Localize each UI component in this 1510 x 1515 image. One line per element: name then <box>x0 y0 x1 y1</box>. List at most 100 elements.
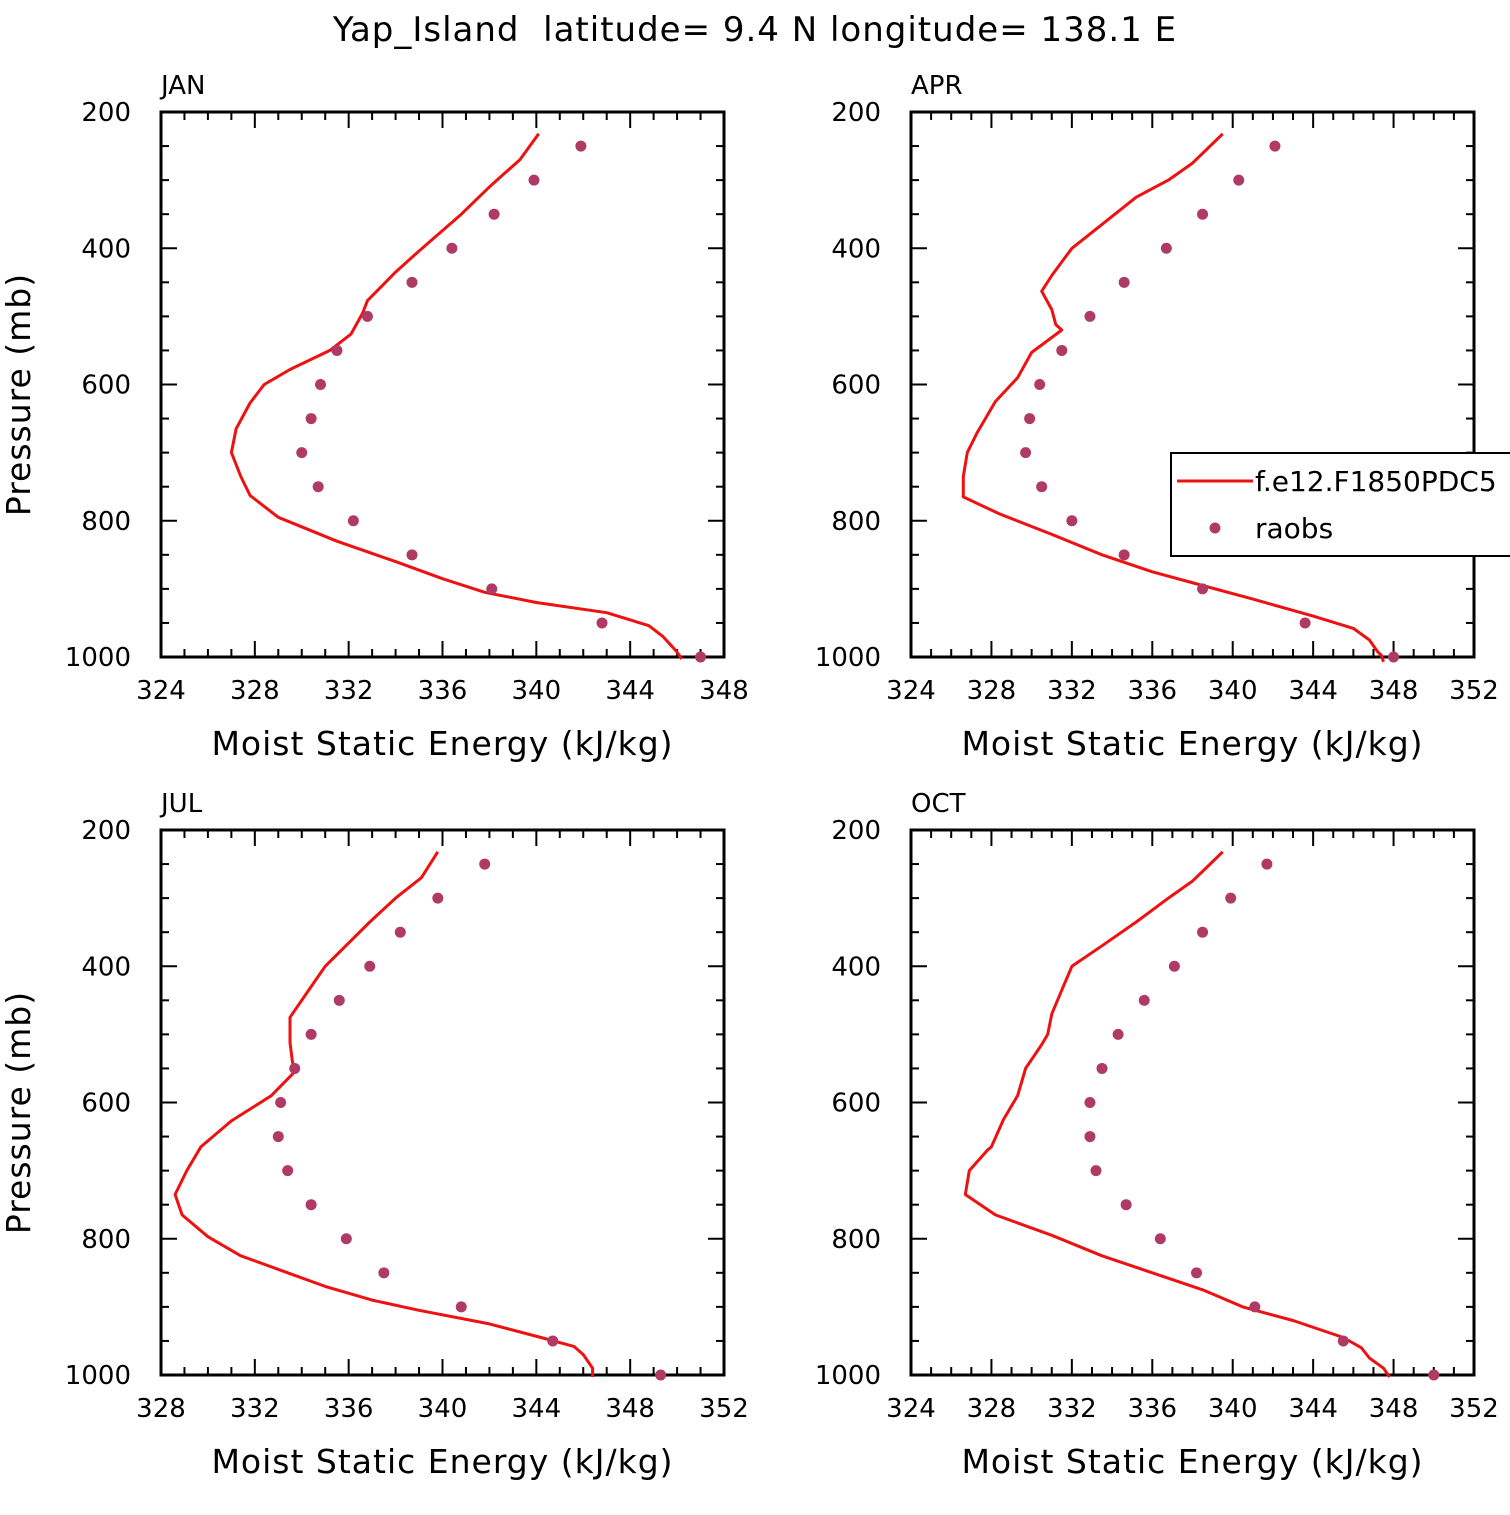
panel-label: APR <box>911 71 963 101</box>
raobs-point <box>655 1369 667 1381</box>
y-tick-label: 600 <box>831 1089 881 1119</box>
y-tick-label: 200 <box>81 98 131 128</box>
x-tick-label: 348 <box>699 676 749 706</box>
raobs-point <box>1154 1233 1166 1245</box>
x-tick-label: 344 <box>1288 676 1338 706</box>
raobs-point <box>575 140 587 152</box>
y-tick-label: 800 <box>81 507 131 537</box>
y-tick-label: 200 <box>81 816 131 846</box>
raobs-point <box>406 276 418 288</box>
raobs-point <box>1261 858 1273 870</box>
y-tick-label: 200 <box>831 816 881 846</box>
raobs-point <box>1112 1028 1124 1040</box>
plot-frame <box>909 828 1476 1377</box>
raobs-point <box>1160 242 1172 254</box>
raobs-point <box>1034 379 1046 390</box>
raobs-point <box>486 583 498 595</box>
raobs-point <box>282 1165 294 1177</box>
y-tick-label: 600 <box>81 1089 131 1119</box>
raobs-point <box>1118 549 1130 561</box>
panel-label: OCT <box>911 789 966 819</box>
plot-frame <box>159 110 726 659</box>
raobs-point <box>1337 1335 1349 1347</box>
raobs-point <box>446 242 458 254</box>
raobs-point <box>312 481 324 493</box>
x-tick-label: 324 <box>136 676 186 706</box>
raobs-point <box>305 413 317 425</box>
x-tick-label: 340 <box>512 676 562 706</box>
x-tick-label: 332 <box>324 676 374 706</box>
y-tick-label: 800 <box>831 507 881 537</box>
chart-panel-apr: 324 328 332 336 340 344 348 352 200 400 600 800 1000… <box>815 71 1510 763</box>
raobs-point <box>488 208 500 220</box>
raobs-point <box>361 310 373 322</box>
raobs-point <box>596 617 608 629</box>
x-tick-label: 340 <box>418 1394 468 1424</box>
raobs-point <box>1197 926 1209 938</box>
raobs-point <box>1084 1097 1096 1108</box>
x-tick-label: 344 <box>512 1394 562 1424</box>
raobs-point <box>272 1131 284 1143</box>
y-tick-label: 1000 <box>815 1361 881 1391</box>
y-axis-label: Pressure (mb) <box>0 991 38 1234</box>
model-series-line <box>229 132 684 660</box>
y-tick-label: 400 <box>831 234 881 264</box>
plot-frame <box>909 110 1476 659</box>
raobs-point <box>305 1199 317 1211</box>
raobs-point <box>1269 140 1281 152</box>
x-tick-label: 328 <box>967 1394 1017 1424</box>
x-tick-label: 352 <box>1449 1394 1499 1424</box>
x-axis-label: Moist Static Energy (kJ/kg) <box>961 1442 1423 1481</box>
y-tick-label: 600 <box>831 371 881 401</box>
raobs-point <box>1024 413 1036 425</box>
y-tick-label: 1000 <box>65 1361 131 1391</box>
raobs-point <box>528 174 540 186</box>
chart-panel-jul: 328 332 336 340 344 348 352 200 400 600 800 1000 JUL… <box>0 789 749 1481</box>
x-tick-label: 340 <box>1208 676 1258 706</box>
raobs-point <box>1118 276 1130 288</box>
model-series-line <box>173 850 595 1377</box>
y-tick-label: 400 <box>81 234 131 264</box>
raobs-point <box>479 858 491 870</box>
raobs-point <box>1120 1199 1132 1211</box>
y-tick-label: 800 <box>831 1225 881 1255</box>
x-tick-label: 336 <box>1127 1394 1177 1424</box>
raobs-point <box>1096 1062 1108 1074</box>
model-series-line <box>963 850 1391 1378</box>
raobs-point <box>364 960 376 972</box>
x-tick-label: 348 <box>1369 1394 1419 1424</box>
raobs-point <box>315 379 327 390</box>
raobs-point <box>305 1028 317 1040</box>
legend-dot-swatch <box>1209 522 1221 534</box>
raobs-point <box>1056 344 1068 356</box>
y-tick-label: 400 <box>831 952 881 982</box>
x-tick-label: 336 <box>1127 676 1177 706</box>
raobs-point <box>1225 892 1237 904</box>
raobs-point <box>1138 994 1150 1006</box>
raobs-point <box>1036 481 1048 493</box>
x-tick-label: 344 <box>605 676 655 706</box>
raobs-point <box>331 344 343 356</box>
raobs-point <box>1388 651 1400 663</box>
legend-label-raobs: raobs <box>1255 512 1333 545</box>
x-tick-label: 324 <box>886 676 936 706</box>
x-tick-label: 328 <box>230 676 280 706</box>
raobs-point <box>333 994 345 1006</box>
x-axis-label: Moist Static Energy (kJ/kg) <box>961 724 1423 763</box>
raobs-point <box>455 1301 467 1313</box>
panel-label: JUL <box>159 789 203 819</box>
x-axis-label: Moist Static Energy (kJ/kg) <box>211 724 673 763</box>
x-tick-label: 324 <box>886 1394 936 1424</box>
panel-label: JAN <box>159 71 205 101</box>
x-tick-label: 352 <box>1449 676 1499 706</box>
raobs-point <box>378 1267 390 1279</box>
y-tick-label: 800 <box>81 1225 131 1255</box>
x-tick-label: 352 <box>699 1394 749 1424</box>
raobs-point <box>1197 583 1209 595</box>
y-tick-label: 1000 <box>65 643 131 673</box>
legend-box <box>1170 452 1510 557</box>
raobs-point <box>275 1097 287 1108</box>
x-tick-label: 336 <box>418 676 468 706</box>
x-tick-label: 340 <box>1208 1394 1258 1424</box>
x-tick-label: 348 <box>1369 676 1419 706</box>
